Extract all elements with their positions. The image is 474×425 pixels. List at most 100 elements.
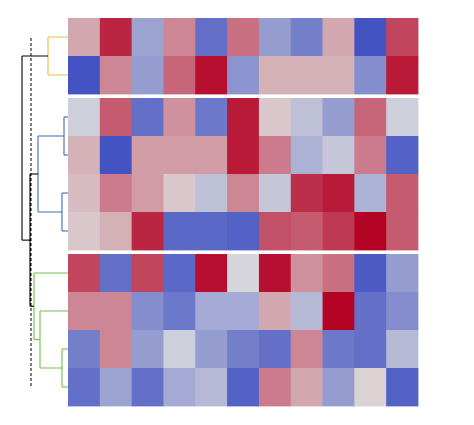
heatmap-cell-r2-c4 [195,98,228,137]
heatmap-cell-r5-c5 [227,212,260,251]
heatmap-cell-r6-c6 [258,254,292,293]
heatmap-cell-r4-c7 [290,174,323,213]
heatmap-cell-r5-c8 [322,212,355,251]
heatmap-cell-r7-c6 [258,292,292,331]
heatmap-cell-r4-c10 [386,174,419,213]
heatmap-cell-r4-c6 [258,174,292,213]
heatmap-cell-r2-c9 [354,98,387,137]
heatmap-cell-r0-c4 [195,18,228,57]
heatmap-cell-r8-c10 [386,330,419,369]
heatmap-cell-r3-c3 [163,136,196,175]
heatmap-cell-r9-c2 [131,368,164,407]
heatmap-cell-r9-c6 [258,368,292,407]
heatmap-cell-r8-c5 [227,330,260,369]
heatmap-cell-r4-c4 [195,174,228,213]
heatmap-cell-r2-c10 [386,98,419,137]
heatmap-cell-r1-c9 [354,56,387,95]
heatmap-cell-r2-c5 [227,98,260,137]
heatmap-cell-r2-c7 [290,98,323,137]
heatmap-cell-r7-c2 [131,292,164,331]
heatmap-cell-r9-c9 [354,368,387,407]
heatmap-cell-r1-c8 [322,56,355,95]
heatmap-cell-r7-c0 [68,292,101,331]
heatmap-cell-r3-c10 [386,136,419,175]
heatmap-cell-r0-c9 [354,18,387,57]
heatmap-cell-r6-c9 [354,254,387,293]
heatmap-cell-r7-c8 [322,292,355,331]
heatmap-cell-r6-c4 [195,254,228,293]
heatmap-cell-r7-c10 [386,292,419,331]
heatmap-cell-r7-c1 [99,292,133,331]
heatmap-cell-r2-c8 [322,98,355,137]
heatmap-cell-r1-c5 [227,56,260,95]
heatmap-cell-r6-c7 [290,254,323,293]
heatmap-cell-r6-c5 [227,254,260,293]
heatmap-cell-r1-c10 [386,56,419,95]
heatmap-cell-r5-c1 [99,212,133,251]
heatmap-cell-r1-c7 [290,56,323,95]
heatmap-cell-r3-c2 [131,136,164,175]
heatmap-cell-r4-c8 [322,174,355,213]
heatmap-cell-r0-c3 [163,18,196,57]
heatmap-cell-r5-c2 [131,212,164,251]
heatmap-cell-r9-c4 [195,368,228,407]
heatmap-cell-r1-c6 [258,56,292,95]
heatmap-cell-r8-c4 [195,330,228,369]
heatmap-cell-r0-c0 [68,18,101,57]
heatmap-cell-r1-c2 [131,56,164,95]
heatmap-cell-r3-c8 [322,136,355,175]
heatmap-cell-r5-c3 [163,212,196,251]
heatmap-cell-r5-c9 [354,212,387,251]
heatmap-cell-r8-c2 [131,330,164,369]
heatmap-cell-r5-c6 [258,212,292,251]
heatmap-cell-r2-c1 [99,98,133,137]
heatmap-cell-r4-c2 [131,174,164,213]
heatmap-cell-r5-c4 [195,212,228,251]
heatmap-cell-r4-c1 [99,174,133,213]
heatmap-cell-r7-c5 [227,292,260,331]
heatmap-cell-r6-c1 [99,254,133,293]
heatmap-cell-r9-c10 [386,368,419,407]
heatmap-cell-r0-c8 [322,18,355,57]
heatmap-cell-r3-c4 [195,136,228,175]
heatmap-cell-r7-c3 [163,292,196,331]
heatmap-cell-r1-c3 [163,56,196,95]
heatmap-cell-r6-c3 [163,254,196,293]
heatmap-cell-r9-c0 [68,368,101,407]
heatmap-cell-r0-c6 [258,18,292,57]
heatmap-cell-r1-c4 [195,56,228,95]
heatmap-cell-r4-c3 [163,174,196,213]
heatmap-cell-r4-c0 [68,174,101,213]
heatmap-cell-r3-c9 [354,136,387,175]
heatmap-cell-r7-c9 [354,292,387,331]
heatmap-cell-r2-c6 [258,98,292,137]
heatmap-cell-r0-c2 [131,18,164,57]
heatmap-cell-r8-c6 [258,330,292,369]
heatmap-cell-r1-c1 [99,56,133,95]
heatmap-cell-r6-c2 [131,254,164,293]
heatmap-cell-r0-c7 [290,18,323,57]
heatmap-cell-r6-c8 [322,254,355,293]
heatmap-cell-r2-c0 [68,98,101,137]
heatmap-cell-r9-c3 [163,368,196,407]
heatmap-cell-r9-c8 [322,368,355,407]
heatmap-cell-r7-c4 [195,292,228,331]
heatmap-cell-r5-c7 [290,212,323,251]
heatmap-cell-r3-c6 [258,136,292,175]
heatmap-cell-r6-c0 [68,254,101,293]
heatmap-cell-r7-c7 [290,292,323,331]
heatmap-cell-r2-c2 [131,98,164,137]
heatmap-cell-r8-c0 [68,330,101,369]
heatmap-cell-r3-c5 [227,136,260,175]
heatmap-cell-r8-c8 [322,330,355,369]
heatmap-cell-r8-c1 [99,330,133,369]
heatmap-cell-r9-c1 [99,368,133,407]
heatmap-cell-r0-c5 [227,18,260,57]
heatmap-cell-r9-c5 [227,368,260,407]
heatmap-cell-r3-c7 [290,136,323,175]
heatmap-cell-r1-c0 [68,56,101,95]
heatmap-cell-r0-c1 [99,18,133,57]
heatmap-cell-r2-c3 [163,98,196,137]
